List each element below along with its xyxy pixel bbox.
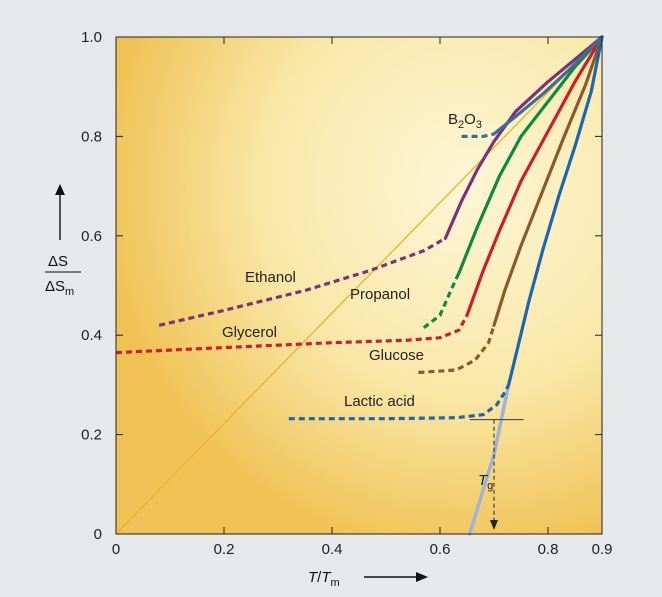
y-axis-label: ΔS ΔSm	[45, 184, 81, 298]
y-tick-label: 0	[94, 526, 102, 543]
diagonal-line	[115, 36, 603, 535]
y-tick-label: 1.0	[81, 29, 102, 46]
tg-arrow-head	[490, 520, 498, 530]
x-tick-label: 0	[112, 541, 120, 558]
x-label-text: T/Tm	[308, 569, 340, 589]
series-propanol-dashed	[422, 272, 461, 329]
y-label-denominator: ΔSm	[45, 278, 74, 298]
series-b2o3-solid	[492, 35, 604, 136]
y-tick-label: 0.2	[81, 427, 102, 444]
label-b2o3: B2O3	[448, 111, 482, 131]
series-glucose-dashed	[418, 324, 496, 375]
x-tick-label: 0.6	[430, 541, 451, 558]
series-lactic-acid-dashed	[288, 384, 511, 421]
series-glycerol-solid	[465, 35, 604, 317]
y-axis-arrow-head	[55, 184, 65, 195]
x-tick-label: 0.8	[538, 541, 559, 558]
x-tick-label: 0.2	[214, 541, 235, 558]
x-axis-label: T/Tm	[308, 569, 428, 589]
label-glucose: Glucose	[369, 347, 424, 364]
plot-frame	[115, 36, 603, 535]
label-tg: Tg	[478, 472, 493, 492]
label-glycerol: Glycerol	[222, 324, 277, 341]
y-tick-label: 0.6	[81, 228, 102, 245]
label-lactic-acid: Lactic acid	[344, 393, 415, 410]
x-axis-arrow-head	[416, 572, 428, 582]
y-tick-label: 0.4	[81, 327, 102, 344]
series-glycerol-dashed	[115, 314, 469, 355]
label-ethanol: Ethanol	[245, 269, 296, 286]
extrapolation-line	[467, 383, 511, 536]
series-lactic-acid-solid	[507, 35, 604, 387]
x-tick-label: 0.4	[322, 541, 343, 558]
series-ethanol-dashed	[158, 236, 447, 327]
series-b2o3-dashed	[461, 132, 495, 138]
series-glucose-solid	[492, 35, 604, 327]
y-tick-label: 0.8	[81, 128, 102, 145]
x-tick-label: 0.9	[592, 541, 613, 558]
label-propanol: Propanol	[350, 286, 410, 303]
series-propanol-solid	[457, 35, 604, 275]
y-label-numerator: ΔS	[48, 253, 68, 270]
